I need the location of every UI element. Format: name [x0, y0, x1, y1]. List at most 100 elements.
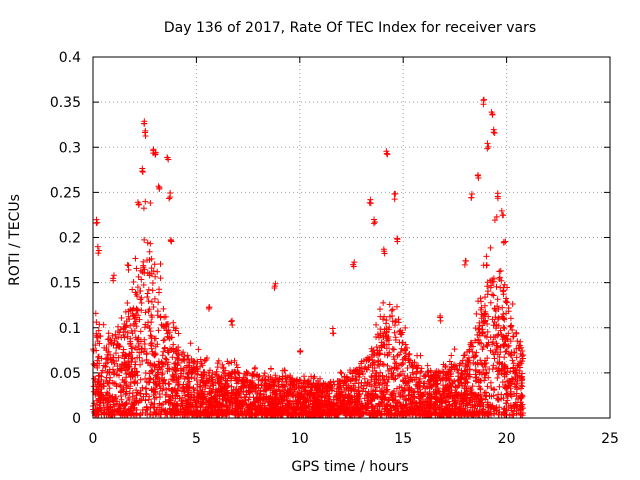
data-point	[196, 383, 203, 390]
data-point	[371, 365, 378, 372]
data-point	[477, 400, 484, 407]
data-point	[482, 396, 489, 403]
data-point	[394, 352, 401, 359]
data-point	[414, 368, 421, 375]
data-point	[517, 399, 524, 406]
data-point	[495, 371, 502, 378]
data-point	[223, 407, 230, 414]
data-point	[283, 389, 290, 396]
x-tick-label: 25	[601, 431, 619, 447]
data-point	[414, 362, 421, 369]
data-point	[472, 391, 479, 398]
data-point	[380, 376, 387, 383]
data-point	[105, 335, 112, 342]
data-point	[375, 379, 382, 386]
data-point	[255, 376, 262, 383]
data-point	[131, 411, 138, 418]
data-point	[329, 325, 336, 332]
data-point	[461, 261, 468, 268]
data-point	[347, 377, 354, 384]
data-point	[499, 336, 506, 343]
data-point	[466, 357, 473, 364]
data-point	[508, 322, 515, 329]
data-point	[192, 404, 199, 411]
data-point	[504, 336, 511, 343]
data-point	[480, 366, 487, 373]
data-point	[145, 286, 152, 293]
data-point	[405, 396, 412, 403]
data-point	[167, 237, 174, 244]
data-point	[507, 391, 514, 398]
data-point	[228, 383, 235, 390]
data-point	[462, 376, 469, 383]
data-point	[106, 385, 113, 392]
data-point	[486, 365, 493, 372]
data-point	[240, 389, 247, 396]
data-point	[104, 390, 111, 397]
data-point	[489, 111, 496, 118]
data-point	[425, 394, 432, 401]
data-point	[486, 392, 493, 399]
data-point	[443, 386, 450, 393]
data-point	[197, 384, 204, 391]
data-point	[167, 394, 174, 401]
data-point	[160, 305, 167, 312]
data-point	[156, 286, 163, 293]
data-point	[387, 403, 394, 410]
data-point	[269, 377, 276, 384]
data-point	[379, 381, 386, 388]
data-point	[98, 384, 105, 391]
data-point	[437, 412, 444, 419]
data-point	[134, 346, 141, 353]
data-point	[92, 310, 99, 317]
data-point	[498, 366, 505, 373]
data-point	[494, 359, 501, 366]
data-point	[507, 323, 514, 330]
data-point	[135, 343, 142, 350]
data-point	[440, 411, 447, 418]
data-point	[499, 304, 506, 311]
data-point	[477, 306, 484, 313]
data-point	[369, 361, 376, 368]
data-point	[193, 365, 200, 372]
data-point	[413, 381, 420, 388]
data-point	[497, 327, 504, 334]
data-point	[386, 301, 393, 308]
data-point	[277, 411, 284, 418]
data-point	[160, 322, 167, 329]
data-point	[157, 261, 164, 268]
data-point	[464, 391, 471, 398]
data-point	[117, 367, 124, 374]
data-point	[320, 382, 327, 389]
data-point	[139, 168, 146, 175]
data-point	[492, 307, 499, 314]
data-point	[497, 343, 504, 350]
data-point	[278, 381, 285, 388]
data-point	[504, 378, 511, 385]
data-point	[509, 357, 516, 364]
data-point	[508, 380, 515, 387]
data-point	[139, 345, 146, 352]
data-point	[135, 199, 142, 206]
data-point	[205, 305, 212, 312]
data-point	[141, 340, 148, 347]
data-point	[159, 380, 166, 387]
data-point	[154, 268, 161, 275]
data-point	[385, 397, 392, 404]
data-point	[260, 372, 267, 379]
data-point	[185, 356, 192, 363]
data-point	[97, 399, 104, 406]
data-point	[95, 327, 102, 334]
data-point	[156, 391, 163, 398]
data-point	[141, 266, 148, 273]
data-point	[379, 388, 386, 395]
data-point	[195, 346, 202, 353]
data-point	[167, 190, 174, 197]
data-point	[377, 326, 384, 333]
data-point	[414, 403, 421, 410]
data-point	[97, 406, 104, 413]
data-point	[129, 355, 136, 362]
data-point	[93, 397, 100, 404]
data-point	[439, 368, 446, 375]
data-point	[368, 401, 375, 408]
